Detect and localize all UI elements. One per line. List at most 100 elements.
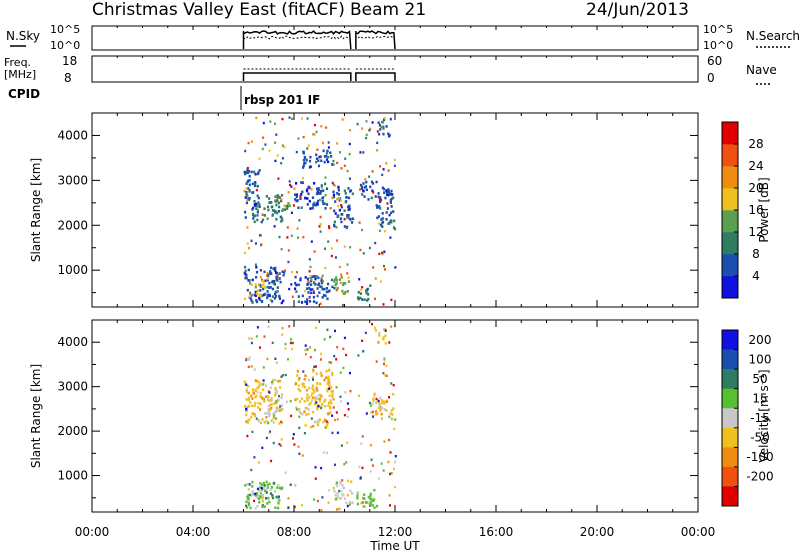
data-cell (247, 268, 250, 272)
data-cell (338, 507, 341, 511)
data-cell (326, 328, 329, 331)
data-cell (323, 378, 326, 382)
data-cell (270, 419, 273, 423)
data-cell (310, 278, 313, 281)
data-cell (300, 193, 303, 196)
data-cell (393, 485, 396, 489)
data-cell (253, 368, 256, 371)
data-cell (266, 285, 269, 289)
data-cell (315, 386, 318, 390)
data-cell (281, 144, 284, 147)
data-cell (288, 325, 291, 328)
data-cell (275, 392, 278, 395)
data-cell (274, 490, 277, 493)
data-cell (307, 192, 310, 196)
data-cell (383, 440, 386, 443)
data-cell (344, 282, 347, 285)
data-cell (336, 495, 339, 498)
data-cell (387, 190, 390, 194)
data-cell (297, 445, 300, 448)
data-cell (250, 299, 253, 302)
data-cell (377, 341, 380, 344)
data-cell (270, 399, 273, 402)
data-cell (250, 394, 253, 398)
data-cell (266, 271, 269, 275)
data-cell (309, 265, 312, 269)
data-cell (385, 190, 389, 194)
data-cell (265, 395, 268, 398)
data-cell (344, 157, 347, 160)
data-cell (255, 188, 258, 192)
data-cell (345, 501, 348, 505)
data-cell (277, 201, 280, 205)
data-cell (382, 121, 385, 124)
data-cell (286, 226, 289, 229)
data-cell (245, 504, 248, 508)
data-cell (268, 286, 271, 289)
data-cell (336, 239, 339, 242)
data-cell (289, 483, 292, 486)
data-cell (326, 423, 329, 427)
data-cell (269, 286, 272, 289)
data-cell (380, 218, 383, 221)
data-cell (328, 226, 331, 230)
data-cell (299, 400, 302, 403)
data-cell (313, 390, 316, 394)
data-cell (281, 421, 284, 424)
data-cell (356, 122, 359, 126)
data-cell (340, 274, 343, 278)
data-cell (262, 500, 265, 503)
colorbar-swatch (722, 188, 738, 211)
data-cell (306, 197, 309, 200)
data-cell (294, 505, 296, 509)
data-cell (261, 279, 264, 283)
data-cell (359, 476, 362, 479)
freq-line (355, 72, 396, 81)
data-cell (346, 441, 349, 444)
data-cell (271, 300, 274, 303)
data-cell (383, 117, 386, 120)
data-cell (336, 346, 339, 349)
data-cell (315, 372, 318, 376)
data-cell (382, 303, 385, 306)
data-cell (375, 504, 379, 508)
data-cell (304, 161, 307, 165)
data-cell (304, 348, 307, 352)
data-cell (244, 276, 247, 280)
data-cell (251, 301, 254, 304)
data-cell (251, 388, 255, 391)
data-cell (247, 494, 250, 497)
data-cell (367, 293, 370, 296)
data-cell (310, 283, 313, 286)
data-cell (324, 294, 327, 298)
colorbar-tick-label: 12 (748, 225, 763, 239)
data-cell (379, 200, 382, 204)
data-cell (265, 384, 268, 388)
data-cell (247, 385, 250, 388)
data-cell (378, 132, 381, 136)
data-cell (268, 201, 271, 204)
data-cell (247, 365, 250, 369)
data-cell (315, 301, 318, 305)
data-cell (262, 121, 265, 125)
data-cell (382, 125, 385, 129)
data-cell (335, 497, 338, 501)
data-cell (382, 168, 385, 171)
data-cell (343, 189, 346, 193)
data-cell (319, 302, 322, 305)
data-cell (336, 192, 339, 195)
data-cell (269, 266, 273, 270)
data-cell (377, 477, 380, 480)
data-cell (362, 505, 365, 508)
data-cell (325, 290, 328, 294)
data-cell (362, 189, 365, 193)
data-cell (331, 414, 334, 417)
data-cell (385, 364, 388, 368)
data-cell (309, 155, 312, 159)
data-cell (326, 387, 329, 391)
data-cell (340, 273, 343, 276)
data-cell (261, 294, 264, 297)
data-cell (246, 495, 249, 499)
data-cell (328, 401, 331, 405)
data-cell (347, 214, 350, 217)
